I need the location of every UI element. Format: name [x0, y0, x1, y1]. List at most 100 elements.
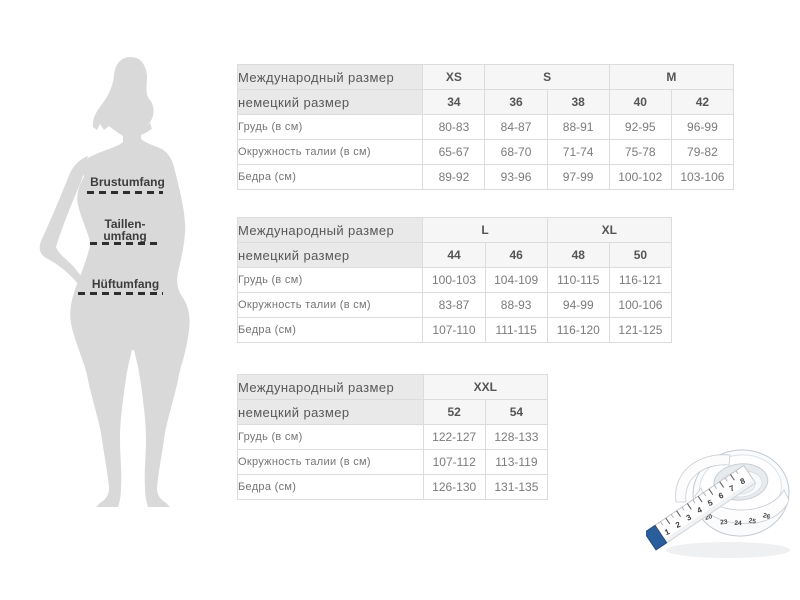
- waist-dash-line: [90, 242, 158, 245]
- measurement-row: Грудь (в см) 122-127 128-133: [237, 424, 549, 450]
- tape-tick: [665, 517, 671, 525]
- tape-half-tick: [692, 499, 696, 504]
- measurement-value: 97-99: [546, 164, 610, 190]
- hip-dash-line: [78, 292, 163, 295]
- measurement-value: 103-106: [670, 164, 735, 190]
- measurement-value: 100-106: [608, 292, 673, 318]
- german-size-header: 46: [484, 242, 548, 268]
- female-silhouette-graphic: [39, 57, 190, 507]
- measurement-value: 93-96: [484, 164, 548, 190]
- intl-size-row-label: Международный размер: [236, 217, 424, 243]
- intl-size-row-label: Международный размер: [237, 374, 424, 400]
- measurement-row: Бедра (см) 89-92 93-96 97-99 100-102 103-106: [236, 164, 735, 190]
- german-size-header: 48: [546, 242, 610, 268]
- tape-coil-number: 25: [748, 517, 757, 525]
- measurement-value: 113-119: [484, 449, 549, 475]
- tape-coil-number: 23: [720, 519, 728, 527]
- tape-coil-number: 24: [734, 520, 742, 527]
- tape-number: 7: [728, 483, 736, 493]
- measurement-value: 75-78: [608, 139, 672, 165]
- intl-size-header: L: [422, 217, 548, 243]
- tape-tick: [697, 495, 703, 503]
- german-size-row-label: немецкий размер: [236, 89, 424, 115]
- german-size-header: 38: [546, 89, 610, 115]
- measurement-row: Грудь (в см) 100-103 104-109 110-115 116-121: [236, 267, 673, 293]
- measurement-value: 89-92: [422, 164, 486, 190]
- intl-size-header: XXL: [422, 374, 549, 400]
- tape-shadow: [666, 542, 790, 558]
- tape-half-tick: [681, 506, 685, 511]
- german-size-header: 44: [422, 242, 486, 268]
- tape-number: 8: [739, 476, 747, 486]
- measurement-row: Бедра (см) 107-110 111-115 116-120 121-125: [236, 317, 673, 343]
- german-size-header: 42: [670, 89, 735, 115]
- measurement-value: 100-103: [422, 267, 486, 293]
- tape-tick: [730, 474, 735, 481]
- measurement-value: 131-135: [484, 474, 549, 500]
- measurement-row-label: Грудь (в см): [236, 267, 424, 293]
- measurement-row-label: Окружность талии (в см): [237, 449, 424, 475]
- measurement-row: Окружность талии (в см) 83-87 88-93 94-99 10…: [236, 292, 673, 318]
- measurement-value: 79-82: [670, 139, 735, 165]
- measurement-row-label: Окружность талии (в см): [236, 139, 424, 165]
- measurement-value: 83-87: [422, 292, 486, 318]
- german-size-header: 50: [608, 242, 673, 268]
- measurement-value: 68-70: [484, 139, 548, 165]
- measurement-row-label: Бедра (см): [236, 317, 424, 343]
- tape-tick: [654, 525, 660, 532]
- bust-dash-line: [87, 191, 163, 194]
- tape-number: 3: [685, 512, 693, 522]
- tape-number: 2: [674, 520, 682, 530]
- measurement-value: 121-125: [608, 317, 673, 343]
- measurement-value: 96-99: [670, 114, 735, 140]
- tape-tick: [676, 510, 681, 517]
- tape-tick: [708, 488, 714, 496]
- intl-size-row-label: Международный размер: [236, 64, 424, 90]
- measurement-row: Окружность талии (в см) 65-67 68-70 71-74 75…: [236, 139, 735, 165]
- german-size-header: 40: [608, 89, 672, 115]
- silhouette-body-shape: [70, 57, 190, 507]
- intl-size-header: M: [608, 64, 735, 90]
- waist-label: Taillen- umfang: [80, 218, 170, 242]
- german-size-header: 52: [422, 399, 486, 425]
- tape-number: 6: [717, 491, 725, 501]
- measurement-row-label: Грудь (в см): [237, 424, 424, 450]
- measurement-row: Окружность талии (в см) 107-112 113-119: [237, 449, 549, 475]
- tape-half-tick: [714, 485, 717, 489]
- tape-half-tick: [703, 492, 707, 497]
- german-size-header: 54: [484, 399, 549, 425]
- measurement-value: 65-67: [422, 139, 486, 165]
- size-table-2: Международный размер L XL немецкий размер 44…: [236, 217, 673, 343]
- silhouette-arm-shape: [39, 156, 94, 305]
- measurement-value: 94-99: [546, 292, 610, 318]
- measurement-value: 84-87: [484, 114, 548, 140]
- measurement-row-label: Бедра (см): [237, 474, 424, 500]
- measurement-value: 122-127: [422, 424, 486, 450]
- bust-label: Brustumfang: [90, 175, 165, 189]
- measurement-row-label: Бедра (см): [236, 164, 424, 190]
- tape-blue-tip: [646, 524, 668, 551]
- measurement-value: 116-121: [608, 267, 673, 293]
- german-size-row-label: немецкий размер: [236, 242, 424, 268]
- tape-coil-numbers: 20 23 24 25 26: [704, 512, 771, 527]
- measurement-value: 88-93: [484, 292, 548, 318]
- measurement-value: 92-95: [608, 114, 672, 140]
- measurement-value: 80-83: [422, 114, 486, 140]
- measurement-row: Бедра (см) 126-130 131-135: [237, 474, 549, 500]
- measurement-row-label: Окружность талии (в см): [236, 292, 424, 318]
- measurement-value: 107-112: [422, 449, 486, 475]
- german-size-header: 34: [422, 89, 486, 115]
- waist-label-line2: umfang: [103, 229, 147, 243]
- size-table-3: Международный размер XXL немецкий размер 52…: [237, 374, 549, 500]
- tape-number: 4: [696, 505, 704, 515]
- tape-half-tick: [660, 521, 663, 526]
- measurement-value: 107-110: [422, 317, 486, 343]
- measurement-value: 110-115: [546, 267, 610, 293]
- measurement-value: 126-130: [422, 474, 486, 500]
- measurement-value: 100-102: [608, 164, 672, 190]
- tape-half-tick: [735, 470, 739, 475]
